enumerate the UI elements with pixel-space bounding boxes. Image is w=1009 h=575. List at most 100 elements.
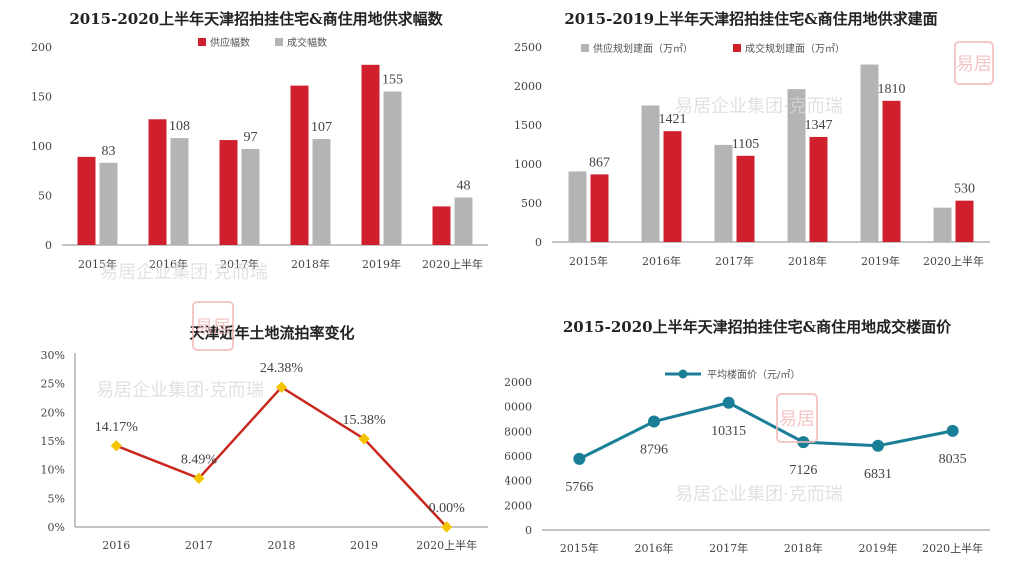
data-label: 1347 [805,118,833,133]
bar [383,91,402,245]
bar [590,174,609,242]
data-point [946,424,959,437]
data-label: 6831 [864,467,892,482]
data-point [358,433,370,445]
bar [170,138,189,245]
x-tick-label: 2016 [102,539,130,552]
x-tick-label: 2017年 [709,541,748,555]
data-point [573,452,586,465]
parcel-count-chart: 2015-2020上半年天津招拍挂住宅&商住用地供求幅数 供应幅数 成交幅数 0 5… [0,0,505,290]
y-tick-label: 150 [31,91,52,104]
chart-legend: 供应规划建面（万㎡） 成交规划建面（万㎡） [581,42,845,55]
legend-swatch [275,38,283,46]
y-tick-label: 4000 [505,475,532,488]
x-tick-label: 2020上半年 [416,538,477,552]
series-line [578,401,953,461]
y-axis: 0% 5% 10% 15% 20% 25% 30% 2016 2017 2018 2019 2020上… [41,349,488,552]
seal-logo: 易居 [954,41,994,85]
data-label: 8.49% [181,452,218,467]
floor-price-chart: 2015-2020上半年天津招拍挂住宅&商住用地成交楼面价 平均楼面价（元/㎡）… [505,290,1009,575]
data-label: 15.38% [343,413,387,428]
y-tick-label: 2000 [514,80,542,93]
x-tick-label: 2020上半年 [923,254,984,268]
series-line [115,385,448,528]
y-tick-label: 200 [31,41,52,54]
y-tick-label: 0 [45,239,52,252]
plot-area: 867 1421 1105 1347 1810 530 [568,64,975,243]
bar [241,148,260,245]
parcel-count-svg: 2015-2020上半年天津招拍挂住宅&商住用地供求幅数 供应幅数 成交幅数 0 5… [31,10,488,283]
bar [955,200,974,242]
y-axis: 0 2000 4000 6000 8000 10000 12000 2015年 2016年 201… [505,376,990,555]
data-point [722,396,735,409]
auction-rate-chart: 天津近年土地流拍率变化 0% 5% 10% 15% 20% 25% 30% 2016 2017 2… [0,290,505,575]
floor-area-svg: 2015-2019上半年天津招拍挂住宅&商住用地供求建面 供应规划建面（万㎡） 成… [514,10,994,268]
data-point [193,472,205,484]
data-label: 1105 [732,137,759,152]
data-label: 8796 [640,443,668,458]
legend-label: 供应幅数 [210,36,250,49]
bar [641,105,660,242]
y-tick-label: 1500 [514,119,542,132]
x-tick-label: 2018 [268,539,296,552]
y-tick-label: 10% [41,464,65,477]
data-label: 83 [102,144,116,159]
y-tick-label: 15% [41,435,65,448]
y-tick-label: 2000 [505,499,532,512]
x-tick-label: 2016年 [149,257,188,271]
plot-area: 83 108 97 107 155 48 [77,64,473,245]
y-tick-label: 10000 [505,401,532,414]
y-tick-label: 12000 [505,376,532,389]
y-tick-label: 0% [48,521,65,534]
bar [736,155,755,242]
legend-swatch [733,44,741,52]
legend-marker [678,369,688,379]
data-label: 5766 [565,480,593,495]
floor-area-chart: 2015-2019上半年天津招拍挂住宅&商住用地供求建面 供应规划建面（万㎡） 成… [505,0,1009,290]
seal-text: 易居 [956,54,992,75]
data-label: 0.00% [429,501,466,516]
data-label: 14.17% [95,420,139,435]
chart-legend: 平均楼面价（元/㎡） [665,368,800,381]
data-point [110,440,122,452]
legend-label: 平均楼面价（元/㎡） [707,368,800,381]
data-label: 1421 [659,112,687,127]
x-tick-label: 2017年 [220,257,259,271]
chart-title: 2015-2020上半年天津招拍挂住宅&商住用地成交楼面价 [563,318,952,336]
bar [663,131,682,242]
watermark-text: 易居企业集团·克而瑞 [96,380,264,401]
chart-title: 2015-2019上半年天津招拍挂住宅&商住用地供求建面 [564,10,937,28]
x-tick-label: 2020上半年 [922,541,983,555]
bar [933,207,952,242]
y-tick-label: 1000 [514,158,542,171]
bar [290,85,309,245]
x-tick-label: 2017 [185,539,213,552]
seal-text: 易居 [195,317,231,338]
bar [809,136,828,242]
seal-logo: 易居 [776,393,818,443]
legend-swatch [198,38,206,46]
x-tick-label: 2017年 [715,254,754,268]
legend-swatch [581,44,589,52]
seal-logo: 易居 [192,301,234,351]
seal-frame [192,301,234,351]
data-label: 108 [169,119,190,134]
x-tick-label: 2018年 [291,257,330,271]
bar [432,206,451,245]
data-label: 155 [382,73,403,88]
bar [860,64,879,242]
data-label: 867 [589,155,610,170]
chart-legend: 供应幅数 成交幅数 [198,36,327,49]
auction-rate-svg: 天津近年土地流拍率变化 0% 5% 10% 15% 20% 25% 30% 2016 2017 2… [41,301,488,552]
bar [568,171,587,242]
bar [714,144,733,242]
legend-label: 供应规划建面（万㎡） [593,42,693,55]
data-label: 1810 [878,82,906,97]
y-tick-label: 6000 [505,450,532,463]
legend-label: 成交幅数 [287,36,327,49]
x-tick-label: 2015年 [78,257,117,271]
bar [361,64,380,245]
watermark-text: 易居企业集团·克而瑞 [675,484,843,505]
x-tick-label: 2019年 [859,541,898,555]
y-tick-label: 0 [535,236,542,249]
